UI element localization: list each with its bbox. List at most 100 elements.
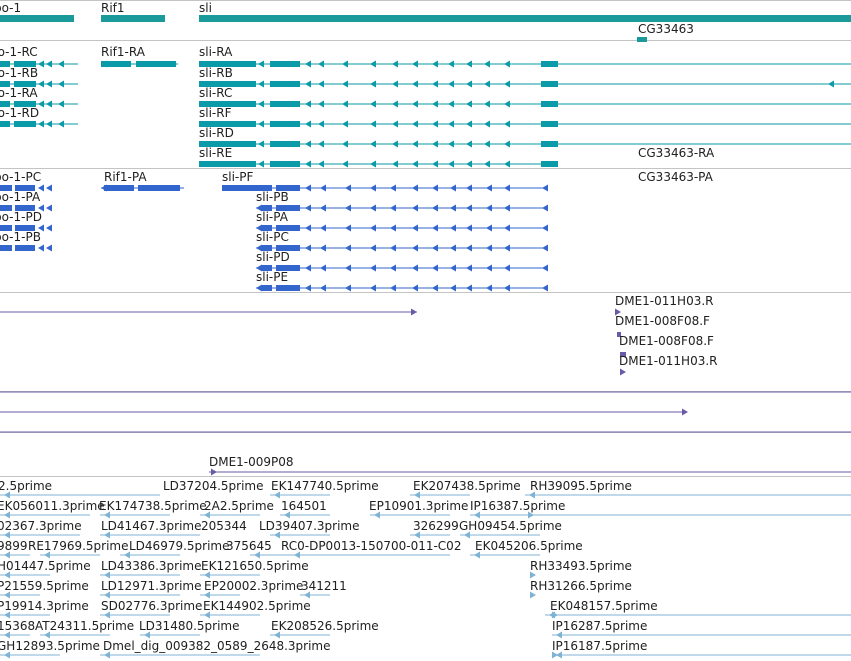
protein-strand-arrow	[320, 224, 326, 232]
protein-label[interactable]: sli-PC	[256, 230, 289, 244]
transcript-exon	[270, 161, 300, 167]
protein-strand-arrow	[504, 204, 510, 212]
transcript-label[interactable]: po-1-RB	[0, 66, 39, 80]
est-label[interactable]: 15368	[0, 619, 36, 633]
gene-label[interactable]: CG33463	[638, 22, 694, 36]
protein-label[interactable]: Rif1-PA	[104, 170, 147, 184]
transcript-exon	[14, 61, 36, 67]
est-label[interactable]: LD46979.5prime	[129, 539, 230, 553]
est-label[interactable]: GH12893.5prime	[0, 639, 100, 653]
est-label[interactable]: RE17969.5prime	[28, 539, 129, 553]
est-label[interactable]: RH33493.5prime	[530, 559, 632, 573]
bac-end-label[interactable]: DME1-011H03.R	[619, 354, 718, 368]
est-label[interactable]: EK056011.3prime	[0, 499, 105, 513]
est-label[interactable]: 02367.3prime	[0, 519, 82, 533]
protein-strand-arrow	[305, 184, 311, 192]
est-label[interactable]: EP10901.3prime	[369, 499, 469, 513]
est-label[interactable]: Dmel_dig_009382_0589_2648.3prime	[103, 639, 331, 653]
est-label[interactable]: LD31480.5prime	[139, 619, 240, 633]
est-label[interactable]: 164501	[281, 499, 327, 513]
protein-exon	[0, 185, 12, 191]
transcript-label[interactable]: Rif1-RA	[101, 45, 145, 59]
transcript-strand-arrow	[432, 60, 438, 68]
est-label[interactable]: SD02776.3prime	[101, 599, 203, 613]
protein-label[interactable]: sli-PD	[256, 250, 290, 264]
est-label[interactable]: P21559.5prime	[0, 579, 89, 593]
transcript-strand-arrow	[258, 120, 264, 128]
protein-label[interactable]: CG33463-PA	[638, 170, 713, 184]
transcript-exon	[14, 81, 36, 87]
bac-end-label[interactable]: DME1-008F08.F	[619, 334, 714, 348]
est-label[interactable]: 9899	[0, 539, 28, 553]
est-label[interactable]: LD43386.3prime	[101, 559, 202, 573]
protein-label[interactable]: po-1-PA	[0, 190, 41, 204]
est-label[interactable]: H01447.5prime	[0, 559, 91, 573]
bac-end-label[interactable]: DME1-008F08.F	[615, 314, 710, 328]
est-label[interactable]: GH09454.5prime	[459, 519, 562, 533]
gene-label[interactable]: po-1	[0, 1, 22, 15]
est-label[interactable]: 375645	[226, 539, 272, 553]
est-label[interactable]: 2A2.5prime	[204, 499, 274, 513]
est-label[interactable]: EK174738.5prime	[99, 499, 207, 513]
est-label[interactable]: LD37204.5prime	[163, 479, 264, 493]
protein-label[interactable]: sli-PA	[256, 210, 288, 224]
est-label[interactable]: P19914.3prime	[0, 599, 89, 613]
transcript-strand-arrow	[504, 120, 510, 128]
transcript-strand-arrow	[392, 140, 398, 148]
est-label[interactable]: 205344	[201, 519, 247, 533]
est-label[interactable]: RH31266.5prime	[530, 579, 632, 593]
est-label[interactable]: EK045206.5prime	[475, 539, 583, 553]
est-label[interactable]: 2.5prime	[0, 479, 53, 493]
est-label[interactable]: IP16287.5prime	[552, 619, 648, 633]
est-label[interactable]: 326299	[413, 519, 459, 533]
transcript-label[interactable]: sli-RA	[199, 45, 233, 59]
est-label[interactable]: RH39095.5prime	[530, 479, 632, 493]
est-label[interactable]: EK048157.5prime	[550, 599, 658, 613]
transcript-exon	[0, 121, 10, 127]
gene-label[interactable]: sli	[199, 1, 212, 15]
transcript-label[interactable]: sli-RF	[199, 106, 232, 120]
gene-label[interactable]: Rif1	[101, 1, 125, 15]
protein-label[interactable]: sli-PB	[256, 190, 289, 204]
est-label[interactable]: EK121650.5prime	[201, 559, 309, 573]
est-label[interactable]: LD39407.3prime	[259, 519, 360, 533]
est-label[interactable]: LD41467.3prime	[101, 519, 202, 533]
transcript-label[interactable]: sli-RC	[199, 86, 233, 100]
protein-strand-arrow	[432, 244, 438, 252]
transcript-label[interactable]: CG33463-RA	[638, 146, 715, 160]
est-label[interactable]: EK208526.5prime	[271, 619, 379, 633]
protein-label[interactable]: sli-PF	[222, 170, 254, 184]
est-label[interactable]: IP16187.5prime	[552, 639, 648, 653]
est-label[interactable]: EK144902.5prime	[203, 599, 311, 613]
bac-label[interactable]: DME1-009P08	[209, 455, 294, 469]
transcript-label[interactable]: sli-RD	[199, 126, 234, 140]
transcript-label[interactable]: po-1-RA	[0, 86, 38, 100]
transcript-strand-arrow	[504, 100, 510, 108]
est-label[interactable]: EK207438.5prime	[413, 479, 521, 493]
est-label[interactable]: 341211	[301, 579, 347, 593]
est-label[interactable]: EK147740.5prime	[271, 479, 379, 493]
est-label[interactable]: LD12971.3prime	[101, 579, 202, 593]
protein-label[interactable]: po-1-PD	[0, 210, 42, 224]
protein-label[interactable]: po-1-PC	[0, 170, 42, 184]
est-label[interactable]: RC0-DP0013-150700-011-C02	[281, 539, 462, 553]
protein-strand-arrow	[450, 244, 456, 252]
gene-bar	[101, 15, 165, 22]
track-separator	[0, 476, 851, 477]
transcript-strand-arrow	[46, 100, 52, 108]
est-label[interactable]: IP16387.5prime	[470, 499, 566, 513]
transcript-strand-arrow	[58, 120, 64, 128]
transcript-strand-arrow	[448, 120, 454, 128]
transcript-label[interactable]: po-1-RD	[0, 106, 40, 120]
transcript-label[interactable]: sli-RB	[199, 66, 233, 80]
bac-end-label[interactable]: DME1-011H03.R	[615, 294, 714, 308]
transcript-label[interactable]: sli-RE	[199, 146, 233, 160]
est-label[interactable]: EP20002.3prime	[204, 579, 304, 593]
transcript-exon	[541, 61, 558, 67]
protein-strand-arrow	[504, 224, 510, 232]
protein-label[interactable]: po-1-PB	[0, 230, 41, 244]
protein-label[interactable]: sli-PE	[256, 270, 289, 284]
est-label[interactable]: AT24311.5prime	[35, 619, 135, 633]
transcript-label[interactable]: po-1-RC	[0, 45, 38, 59]
est-arrow	[274, 491, 280, 499]
